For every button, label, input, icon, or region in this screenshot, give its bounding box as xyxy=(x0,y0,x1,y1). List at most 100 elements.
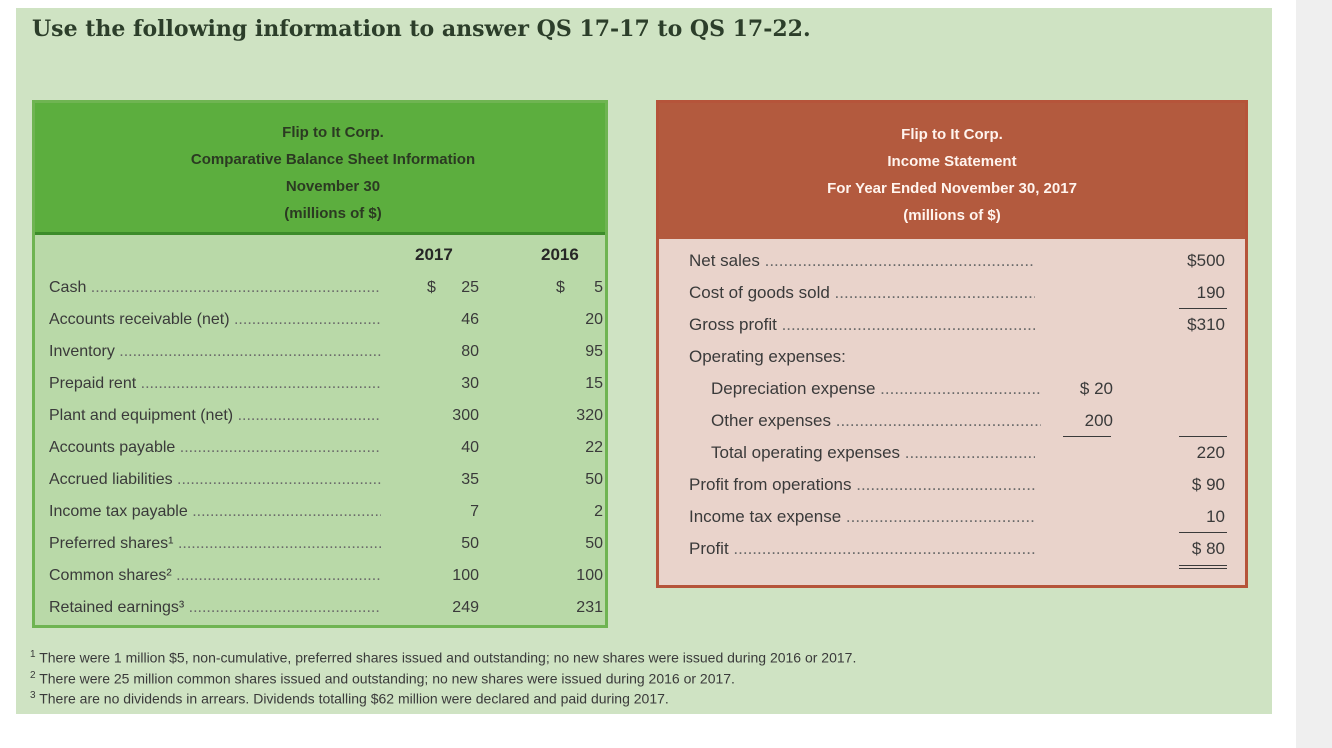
value-2017: 249 xyxy=(452,599,479,616)
row-label: Operating expenses: xyxy=(689,347,846,366)
middle-value: $ 20 xyxy=(1079,379,1113,398)
value-2017: 7 xyxy=(470,503,479,520)
table-row: Income tax expense 10 xyxy=(689,503,1225,534)
value-2017: 46 xyxy=(461,311,479,328)
table-row: Retained earnings³ 249 231 xyxy=(49,595,605,625)
table-row: Operating expenses: xyxy=(689,343,1219,374)
table-row: Accrued liabilities 35 50 xyxy=(49,467,605,497)
footnote: 3 There are no dividends in arrears. Div… xyxy=(30,687,856,708)
row-label: Prepaid rent xyxy=(49,375,381,393)
table-row: Preferred shares¹ 50 50 xyxy=(49,531,605,561)
statement-name: Income Statement xyxy=(887,153,1017,170)
table-row: Cost of goods sold 190 xyxy=(689,279,1225,310)
statement-date: November 30 xyxy=(285,178,381,195)
value-2016: 5 xyxy=(594,279,603,296)
company-name: Flip to It Corp. xyxy=(901,126,1003,143)
value-2017: 100 xyxy=(452,567,479,584)
footnotes: 1 There were 1 million $5, non-cumulativ… xyxy=(30,646,856,708)
subtotal-rule xyxy=(1179,436,1227,437)
row-label: Plant and equipment (net) xyxy=(49,407,381,425)
row-label: Profit xyxy=(689,539,1035,559)
total-double-rule xyxy=(1179,568,1227,569)
right-value: $ 80 xyxy=(1191,539,1225,558)
value-2017: 80 xyxy=(461,343,479,360)
right-value: 10 xyxy=(1206,507,1225,526)
value-2017: 50 xyxy=(461,535,479,552)
page-content: Use the following information to answer … xyxy=(16,8,1272,714)
footnote-mark: 2 xyxy=(30,669,36,681)
row-label: Accounts payable xyxy=(49,439,381,457)
row-label: Depreciation expense xyxy=(711,379,1041,399)
row-label: Total operating expenses xyxy=(711,443,1035,463)
row-label: Other expenses xyxy=(711,411,1041,431)
year-header-2016: 2016 xyxy=(541,245,579,264)
row-label: Preferred shares¹ xyxy=(49,535,381,553)
year-header-2017: 2017 xyxy=(415,245,453,264)
table-row: Prepaid rent 30 15 xyxy=(49,371,605,401)
value-2016: 2 xyxy=(594,503,603,520)
row-label: Accounts receivable (net) xyxy=(49,311,381,329)
value-2016: 50 xyxy=(585,535,603,552)
value-2016: 20 xyxy=(585,311,603,328)
row-label: Profit from operations xyxy=(689,475,1035,495)
value-2017: 300 xyxy=(452,407,479,424)
row-label: Accrued liabilities xyxy=(49,471,381,489)
balance-sheet-panel: Flip to It Corp. Comparative Balance She… xyxy=(32,100,608,628)
statement-units: (millions of $) xyxy=(284,205,382,222)
table-row: Income tax payable 7 2 xyxy=(49,499,605,529)
value-2016: 15 xyxy=(585,375,603,392)
table-row: Profit $ 80 xyxy=(689,535,1225,566)
row-label: Cash xyxy=(49,279,381,297)
right-value: 190 xyxy=(1196,283,1225,302)
right-value: $ 90 xyxy=(1191,475,1225,494)
right-value: 220 xyxy=(1196,443,1225,462)
table-row: Common shares² 100 100 xyxy=(49,563,605,593)
value-2017: 40 xyxy=(461,439,479,456)
table-row: Cash 25 5 xyxy=(49,275,605,305)
footnote: 1 There were 1 million $5, non-cumulativ… xyxy=(30,646,856,667)
footnote-text: There were 25 million common shares issu… xyxy=(39,670,735,687)
value-2016: 22 xyxy=(585,439,603,456)
table-row: Inventory 80 95 xyxy=(49,339,605,369)
row-label: Income tax expense xyxy=(689,507,1035,527)
table-row: Gross profit $310 xyxy=(689,311,1225,342)
income-statement-header: Flip to It Corp. Income Statement For Ye… xyxy=(659,103,1245,239)
table-row: Plant and equipment (net) 300 320 xyxy=(49,403,605,433)
currency-symbol-2016: $ xyxy=(556,279,565,296)
row-label: Retained earnings³ xyxy=(49,599,381,617)
income-statement-title: Flip to It Corp. Income Statement For Ye… xyxy=(659,121,1245,229)
footnote: 2 There were 25 million common shares is… xyxy=(30,667,856,688)
footnote-mark: 1 xyxy=(30,649,36,660)
footnote-text: There were 1 million $5, non-cumulative,… xyxy=(39,649,857,666)
question-heading: Use the following information to answer … xyxy=(32,16,811,42)
statement-units: (millions of $) xyxy=(903,207,1001,224)
scrollbar[interactable] xyxy=(1296,0,1332,748)
company-name: Flip to It Corp. xyxy=(282,124,384,141)
footnote-mark: 3 xyxy=(30,690,36,702)
table-row: Accounts receivable (net) 46 20 xyxy=(49,307,605,337)
table-row: Accounts payable 40 22 xyxy=(49,435,605,465)
value-2016: 100 xyxy=(576,567,603,584)
table-row: Depreciation expense $ 20 xyxy=(689,375,1219,406)
value-2016: 231 xyxy=(576,599,603,616)
middle-value: 200 xyxy=(1084,411,1113,430)
balance-sheet-header: Flip to It Corp. Comparative Balance She… xyxy=(35,103,605,235)
table-row: Net sales $500 xyxy=(689,247,1225,278)
currency-symbol-2017: $ xyxy=(427,279,436,296)
income-statement-panel: Flip to It Corp. Income Statement For Ye… xyxy=(656,100,1248,588)
table-row: Profit from operations $ 90 xyxy=(689,471,1225,502)
subtotal-rule xyxy=(1179,308,1227,309)
row-label: Net sales xyxy=(689,251,1035,271)
footnote-text: There are no dividends in arrears. Divid… xyxy=(39,690,669,707)
subtotal-rule xyxy=(1063,436,1111,437)
value-2017: 30 xyxy=(461,375,479,392)
value-2016: 95 xyxy=(585,343,603,360)
row-label: Income tax payable xyxy=(49,503,381,521)
subtotal-rule xyxy=(1179,532,1227,533)
row-label: Cost of goods sold xyxy=(689,283,1035,303)
value-2016: 320 xyxy=(576,407,603,424)
row-label: Gross profit xyxy=(689,315,1035,335)
table-row: Total operating expenses 220 xyxy=(689,439,1225,470)
total-double-rule xyxy=(1179,565,1227,566)
value-2017: 35 xyxy=(461,471,479,488)
